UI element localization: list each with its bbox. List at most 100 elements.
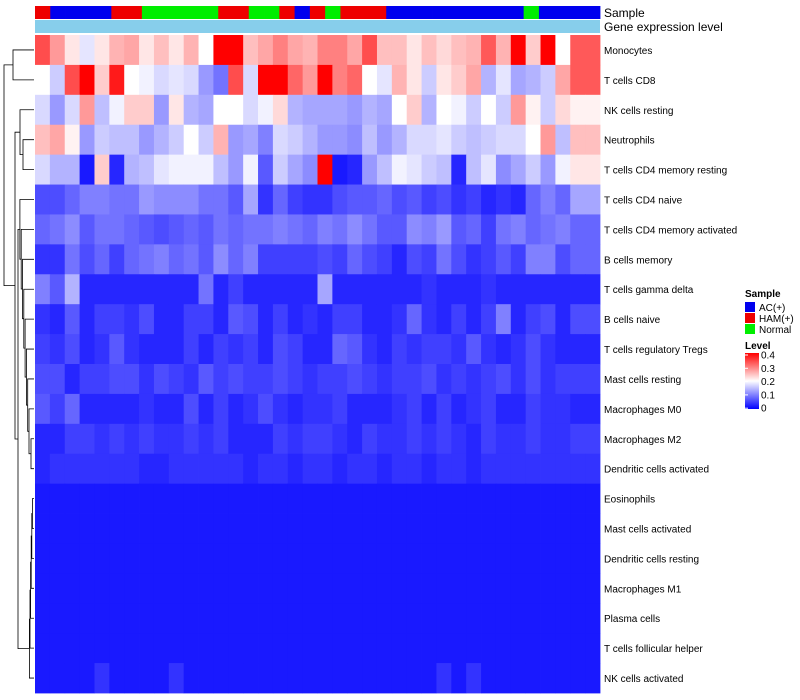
heatmap-cell <box>287 184 304 215</box>
heatmap-cell <box>317 184 333 215</box>
heatmap-cell <box>183 244 199 275</box>
level-tick-label: 0.1 <box>761 390 775 401</box>
heatmap-cell <box>406 543 422 574</box>
heatmap-cell <box>153 453 170 485</box>
heatmap-cell <box>139 214 155 245</box>
heatmap-cell <box>391 124 408 156</box>
heatmap-cell <box>139 244 155 275</box>
heatmap-cell <box>391 214 408 245</box>
heatmap-cell <box>287 35 304 66</box>
heatmap-cell <box>183 35 199 66</box>
heatmap-cell <box>243 304 259 335</box>
heatmap-cell <box>153 364 170 395</box>
heatmap-cell <box>153 35 170 66</box>
heatmap-cell <box>555 364 571 395</box>
heatmap-cell <box>525 633 541 664</box>
heatmap-cell <box>272 154 289 185</box>
heatmap-cell <box>198 393 214 425</box>
heatmap-cell <box>213 543 229 574</box>
heatmap-cell <box>153 124 170 156</box>
heatmap-cell <box>109 513 125 544</box>
row-label: Neutrophils <box>604 136 655 147</box>
heatmap-cell <box>421 483 437 514</box>
heatmap-cell <box>64 453 81 485</box>
heatmap-cell <box>49 513 66 544</box>
heatmap-cell <box>421 35 437 66</box>
heatmap-cell <box>183 453 199 485</box>
heatmap-cell <box>228 453 244 485</box>
heatmap-cell <box>317 663 333 694</box>
heatmap-cell <box>421 393 437 425</box>
heatmap-cell <box>406 94 422 126</box>
heatmap-cell <box>228 35 244 66</box>
heatmap-cell <box>168 513 185 544</box>
heatmap-cell <box>94 573 110 604</box>
sample-annotation-cell <box>401 6 418 19</box>
heatmap-cell <box>317 393 333 425</box>
heatmap-cell <box>540 244 556 275</box>
heatmap-cell <box>198 453 214 485</box>
heatmap-cell <box>49 184 66 215</box>
heatmap-cell <box>213 364 229 395</box>
heatmap-cell <box>109 94 125 126</box>
heatmap-cell <box>525 453 541 485</box>
heatmap-cell <box>35 94 51 126</box>
heatmap-cell <box>35 35 51 66</box>
heatmap-cell <box>510 393 527 425</box>
heatmap-cell <box>451 364 467 395</box>
heatmap-cell <box>540 124 556 156</box>
heatmap-cell <box>258 244 274 275</box>
heatmap-cell <box>347 603 363 634</box>
heatmap-cell <box>376 364 393 395</box>
heatmap-cell <box>213 35 229 66</box>
heatmap-cell <box>79 304 95 335</box>
heatmap-cell <box>198 483 214 514</box>
heatmap-cell <box>94 633 110 664</box>
heatmap-cell <box>436 573 452 604</box>
heatmap-cell <box>481 543 497 574</box>
heatmap-cell <box>421 453 437 485</box>
heatmap-cell <box>332 513 348 544</box>
heatmap-cell <box>124 274 140 305</box>
heatmap-cell <box>495 633 512 664</box>
heatmap-cell <box>213 274 229 305</box>
heatmap-cell <box>585 453 601 485</box>
heatmap-cell <box>421 304 437 335</box>
heatmap-cell <box>79 154 95 185</box>
heatmap-cell <box>228 184 244 215</box>
heatmap-cell <box>35 124 51 156</box>
heatmap-cell <box>272 393 289 425</box>
heatmap-cell <box>362 423 378 455</box>
heatmap-cell <box>64 483 81 514</box>
heatmap-cell <box>243 663 259 694</box>
row-label: Macrophages M1 <box>604 584 682 595</box>
row-label: B cells naive <box>604 315 661 326</box>
sample-annotation-cell <box>416 6 433 19</box>
heatmap-cell <box>302 633 318 664</box>
heatmap-cell <box>585 334 601 365</box>
heatmap-cell <box>272 633 289 664</box>
heatmap-cell <box>391 543 408 574</box>
heatmap-cell <box>317 35 333 66</box>
dendrogram-branch <box>3 64 15 286</box>
heatmap-cell <box>183 304 199 335</box>
sample-legend-swatch <box>745 324 755 334</box>
heatmap-cell <box>510 274 527 305</box>
heatmap-cell <box>570 124 586 156</box>
sample-annotation-cell <box>523 6 540 19</box>
heatmap-cell <box>168 64 185 96</box>
heatmap-cell <box>287 573 304 604</box>
heatmap-cell <box>540 274 556 305</box>
heatmap-cell <box>436 334 452 365</box>
heatmap-cell <box>124 423 140 455</box>
heatmap-cell <box>302 453 318 485</box>
heatmap-cell <box>198 124 214 156</box>
heatmap-cell <box>376 94 393 126</box>
heatmap-cell <box>198 543 214 574</box>
heatmap-cell <box>347 334 363 365</box>
heatmap-cell <box>94 513 110 544</box>
heatmap-cell <box>243 154 259 185</box>
heatmap-cell <box>481 124 497 156</box>
heatmap-cell <box>421 603 437 634</box>
heatmap-cell <box>243 334 259 365</box>
